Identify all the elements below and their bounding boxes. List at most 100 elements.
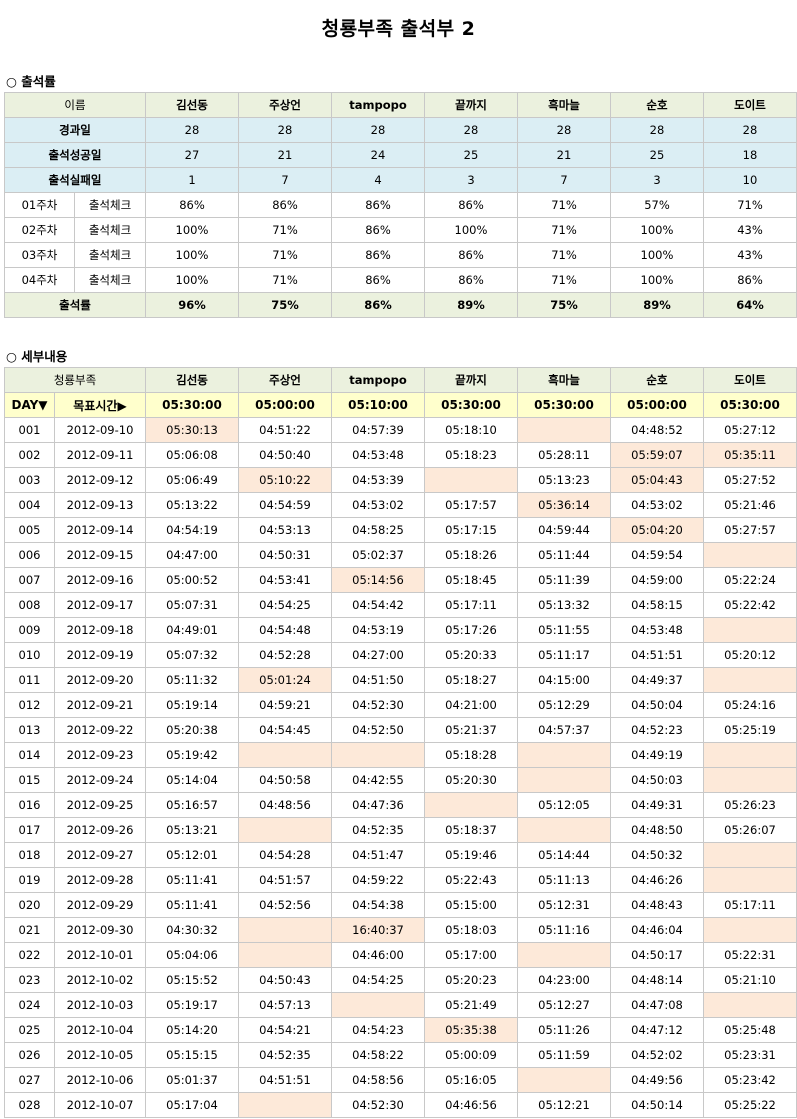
weekly-rate: 100%: [610, 217, 704, 243]
date-cell: 2012-10-03: [54, 992, 146, 1018]
weekly-rate: 71%: [517, 267, 611, 293]
checkin-time: 05:20:38: [145, 717, 239, 743]
checkin-time-missed: [703, 742, 797, 768]
checkin-time: 04:52:35: [331, 817, 425, 843]
checkin-time: 05:27:12: [703, 417, 797, 443]
weekly-rate: 86%: [703, 267, 797, 293]
day-number: 028: [4, 1092, 55, 1118]
checkin-time-missed: 05:35:11: [703, 442, 797, 468]
checkin-time: 05:22:42: [703, 592, 797, 618]
checkin-time: 04:50:58: [238, 767, 332, 793]
checkin-time: 05:14:20: [145, 1017, 239, 1043]
checkin-time: 04:51:57: [238, 867, 332, 893]
checkin-time: 05:18:10: [424, 417, 518, 443]
week-label: 03주차: [4, 242, 75, 268]
checkin-time: 04:46:26: [610, 867, 704, 893]
day-number: 002: [4, 442, 55, 468]
checkin-time: 05:16:05: [424, 1067, 518, 1093]
checkin-time: 05:12:27: [517, 992, 611, 1018]
checkin-time: 05:18:28: [424, 742, 518, 768]
checkin-time: 05:11:16: [517, 917, 611, 943]
weekly-rate: 86%: [331, 217, 425, 243]
date-cell: 2012-09-14: [54, 517, 146, 543]
day-number: 026: [4, 1042, 55, 1068]
date-cell: 2012-10-04: [54, 1017, 146, 1043]
day-number: 020: [4, 892, 55, 918]
weekly-rate: 71%: [238, 267, 332, 293]
checkin-time: 04:48:50: [610, 817, 704, 843]
day-row: 006 2012-09-15 04:47:00 04:50:31 05:02:37 05:…: [4, 542, 797, 568]
checkin-time: 04:49:56: [610, 1067, 704, 1093]
day-number: 008: [4, 592, 55, 618]
checkin-time: 05:15:15: [145, 1042, 239, 1068]
weekly-rate: 86%: [424, 242, 518, 268]
day-number: 001: [4, 417, 55, 443]
stat-value: 28: [145, 117, 239, 143]
checkin-time: 04:54:59: [238, 492, 332, 518]
target-time: 05:00:00: [238, 392, 332, 418]
day-row: 012 2012-09-21 05:19:14 04:59:21 04:52:30 04:…: [4, 692, 797, 718]
checkin-time: 04:47:36: [331, 792, 425, 818]
stat-row: 경과일 28 28 28 28 28 28 28: [4, 117, 797, 143]
checkin-time: 04:52:02: [610, 1042, 704, 1068]
date-cell: 2012-09-22: [54, 717, 146, 743]
stat-value: 7: [238, 167, 332, 193]
weekly-rate: 100%: [610, 267, 704, 293]
weekly-rate: 71%: [703, 192, 797, 218]
member-name: 도이트: [703, 92, 797, 118]
day-row: 008 2012-09-17 05:07:31 04:54:25 04:54:42 05:…: [4, 592, 797, 618]
attendance-rate-table: 이름 김선동 주상언 tampopo 끝까지 흑마늘 순호 도이트 경과일 28 28 28 28 28 2…: [4, 92, 797, 318]
checkin-time: 05:19:14: [145, 692, 239, 718]
attendance-rate-value: 86%: [331, 292, 425, 318]
weekly-row: 04주차 출석체크 100% 71% 86% 86% 71% 100% 86%: [4, 267, 797, 293]
checkin-time: 04:51:50: [331, 667, 425, 693]
weekly-check-label: 출석체크: [74, 217, 146, 243]
day-number: 006: [4, 542, 55, 568]
checkin-time: 05:13:22: [145, 492, 239, 518]
checkin-time-missed: [517, 767, 611, 793]
checkin-time: 05:20:12: [703, 642, 797, 668]
checkin-time: 04:58:56: [331, 1067, 425, 1093]
checkin-time: 04:53:02: [610, 492, 704, 518]
checkin-time: 04:46:04: [610, 917, 704, 943]
day-row: 026 2012-10-05 05:15:15 04:52:35 04:58:22 05:…: [4, 1042, 797, 1068]
date-cell: 2012-09-20: [54, 667, 146, 693]
checkin-time: 04:52:35: [238, 1042, 332, 1068]
checkin-time: 05:07:31: [145, 592, 239, 618]
date-cell: 2012-09-13: [54, 492, 146, 518]
checkin-time: 05:18:03: [424, 917, 518, 943]
checkin-time: 05:25:48: [703, 1017, 797, 1043]
stat-value: 18: [703, 142, 797, 168]
checkin-time: 05:19:17: [145, 992, 239, 1018]
checkin-time-missed: [703, 542, 797, 568]
checkin-time-missed: [703, 992, 797, 1018]
day-number: 013: [4, 717, 55, 743]
day-number: 017: [4, 817, 55, 843]
checkin-time: 05:00:09: [424, 1042, 518, 1068]
target-time: 05:00:00: [610, 392, 704, 418]
checkin-time: 05:19:42: [145, 742, 239, 768]
checkin-time: 05:11:44: [517, 542, 611, 568]
stat-value: 4: [331, 167, 425, 193]
weekly-rate: 86%: [238, 192, 332, 218]
checkin-time-missed: 05:30:13: [145, 417, 239, 443]
checkin-time: 05:12:01: [145, 842, 239, 868]
attendance-rate-value: 75%: [517, 292, 611, 318]
checkin-time: 05:11:26: [517, 1017, 611, 1043]
member-name: 도이트: [703, 367, 797, 393]
checkin-time-missed: [238, 917, 332, 943]
checkin-time: 04:54:42: [331, 592, 425, 618]
checkin-time: 04:52:56: [238, 892, 332, 918]
date-cell: 2012-09-28: [54, 867, 146, 893]
checkin-time: 04:49:01: [145, 617, 239, 643]
checkin-time: 04:54:45: [238, 717, 332, 743]
date-cell: 2012-09-25: [54, 792, 146, 818]
day-row: 024 2012-10-03 05:19:17 04:57:13 05:21:49 05:…: [4, 992, 797, 1018]
stat-value: 27: [145, 142, 239, 168]
target-time: 05:30:00: [424, 392, 518, 418]
weekly-rate: 71%: [517, 217, 611, 243]
weekly-rate: 71%: [517, 192, 611, 218]
checkin-time: 05:11:59: [517, 1042, 611, 1068]
checkin-time: 05:02:37: [331, 542, 425, 568]
checkin-time-missed: 05:14:56: [331, 567, 425, 593]
